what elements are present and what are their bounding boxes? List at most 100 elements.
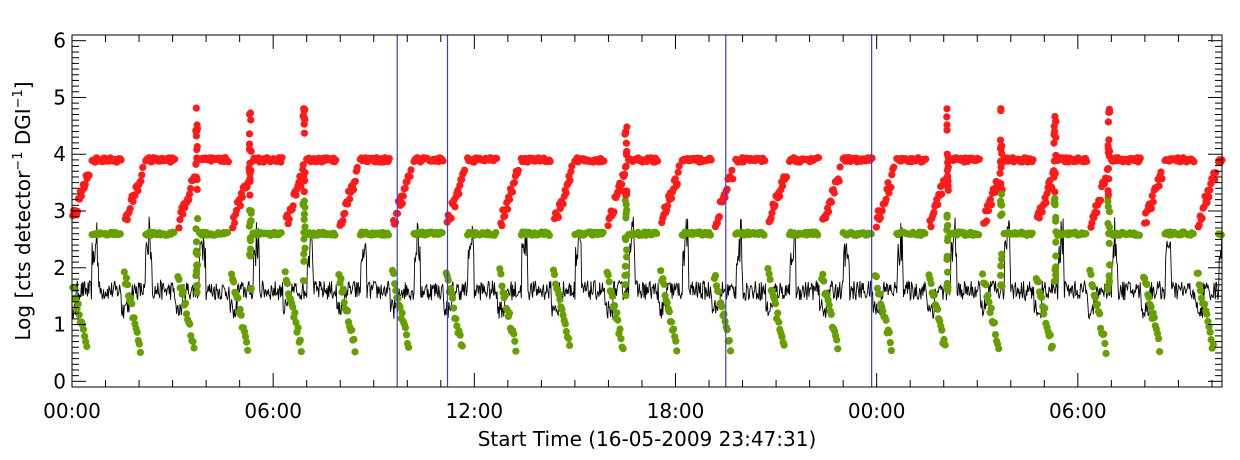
middle-series-point — [1206, 328, 1214, 336]
middle-series-point — [718, 303, 726, 311]
upper-series-point — [998, 142, 1006, 150]
middle-series-point — [882, 316, 890, 324]
upper-series-point — [934, 201, 942, 209]
middle-series-point — [1040, 310, 1048, 318]
middle-series-point — [512, 347, 520, 355]
upper-series-point — [514, 166, 522, 174]
middle-series-point — [236, 305, 244, 313]
upper-series-point — [675, 162, 683, 170]
middle-series-point — [450, 304, 458, 312]
upper-series-point — [1211, 176, 1219, 184]
upper-series-point — [175, 224, 183, 232]
middle-series-point — [301, 244, 309, 252]
middle-series-point — [246, 245, 255, 253]
upper-series-point — [1190, 158, 1198, 166]
upper-series-point — [353, 163, 361, 172]
upper-series-point — [137, 177, 145, 185]
upper-series-point — [1105, 175, 1113, 183]
upper-series-point — [289, 202, 297, 210]
middle-series-point — [192, 238, 201, 246]
middle-series-point — [771, 300, 780, 308]
middle-series-point — [985, 298, 993, 306]
middle-series-point — [819, 270, 827, 278]
middle-series-point — [616, 325, 624, 333]
middle-series-point — [725, 336, 734, 345]
middle-series-point — [130, 314, 138, 322]
middle-series-point — [498, 282, 506, 290]
middle-series-point — [998, 210, 1006, 218]
middle-series-point — [301, 223, 309, 231]
middle-series-point — [673, 347, 681, 355]
middle-series-point — [608, 292, 617, 300]
upper-series-point — [246, 177, 254, 185]
upper-series-point — [455, 190, 463, 198]
middle-series-point — [766, 275, 774, 284]
middle-series-point — [621, 281, 630, 289]
middle-series-point — [887, 347, 896, 355]
upper-series-point — [399, 192, 407, 200]
y-tick-label: 5 — [53, 85, 66, 109]
upper-series-point — [604, 222, 612, 230]
middle-series-point — [723, 326, 731, 334]
upper-series-point — [943, 126, 951, 134]
middle-series-point — [296, 336, 304, 344]
middle-series-point — [927, 279, 935, 288]
middle-series-point — [1052, 252, 1060, 260]
upper-series-point — [300, 188, 308, 196]
middle-series-point — [605, 278, 613, 286]
y-axis-title-suffix: ] — [11, 81, 35, 89]
middle-series-point — [505, 309, 514, 317]
middle-series-point — [982, 281, 990, 289]
middle-series-point — [337, 275, 345, 283]
middle-series-point — [604, 271, 612, 279]
upper-series-point — [622, 191, 631, 199]
middle-series-point — [1105, 208, 1114, 216]
upper-series-point — [1093, 209, 1101, 217]
middle-series-point — [774, 309, 782, 317]
middle-series-point — [391, 280, 399, 288]
upper-series-point — [827, 198, 836, 206]
upper-series-point — [1097, 196, 1105, 204]
x-tick-label: 12:00 — [446, 399, 504, 423]
upper-series-point — [600, 157, 608, 165]
middle-series-point — [289, 303, 297, 311]
middle-series-point — [405, 343, 413, 351]
upper-series-point — [922, 155, 930, 163]
middle-series-point — [653, 229, 661, 238]
middle-series-point — [301, 203, 309, 211]
middle-series-point — [886, 339, 894, 347]
upper-series-point — [278, 154, 286, 162]
upper-series-point — [835, 177, 843, 185]
middle-series-point — [611, 302, 619, 310]
middle-series-point — [1104, 197, 1112, 206]
upper-series-point — [878, 207, 886, 215]
upper-series-point — [673, 180, 681, 188]
x-tick-label: 18:00 — [647, 399, 705, 423]
upper-series-point — [501, 212, 509, 220]
middle-series-point — [879, 307, 887, 315]
middle-series-point — [331, 231, 339, 239]
middle-series-point — [775, 318, 783, 326]
upper-series-point — [1105, 108, 1113, 116]
y-tick-label: 6 — [53, 29, 66, 53]
middle-series-point — [663, 299, 671, 307]
upper-series-point — [567, 168, 575, 176]
upper-series-point — [814, 154, 823, 162]
middle-series-point — [943, 283, 951, 291]
upper-series-point — [721, 193, 729, 202]
upper-series-point — [943, 181, 951, 189]
upper-series-point — [887, 183, 895, 191]
middle-series-point — [1209, 341, 1217, 349]
middle-series-point — [79, 325, 88, 333]
middle-series-point — [940, 335, 948, 344]
middle-series-point — [825, 301, 833, 309]
upper-series-point — [1158, 175, 1166, 183]
upper-series-point — [300, 120, 308, 128]
y-axis-title-sup2: −1 — [11, 89, 26, 108]
middle-series-point — [998, 190, 1006, 198]
upper-series-point — [836, 163, 844, 171]
middle-series-point — [300, 210, 308, 218]
middle-series-point — [241, 333, 250, 341]
upper-series-point — [938, 190, 946, 198]
middle-series-point — [1089, 283, 1097, 291]
